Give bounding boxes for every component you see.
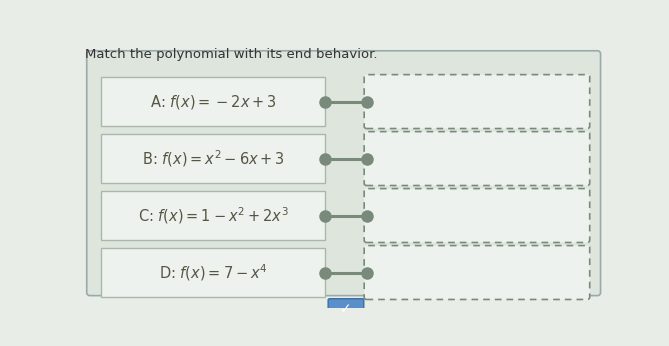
FancyBboxPatch shape bbox=[100, 77, 325, 126]
Text: ✓: ✓ bbox=[340, 302, 352, 316]
Text: Match the polynomial with its end behavior.: Match the polynomial with its end behavi… bbox=[85, 48, 378, 61]
FancyBboxPatch shape bbox=[100, 134, 325, 183]
Text: D: $f(x) = 7 - x^4$: D: $f(x) = 7 - x^4$ bbox=[159, 262, 268, 283]
Text: C: $f(x) = 1 - x^2 + 2x^3$: C: $f(x) = 1 - x^2 + 2x^3$ bbox=[138, 205, 288, 226]
FancyBboxPatch shape bbox=[87, 51, 601, 295]
FancyBboxPatch shape bbox=[100, 191, 325, 240]
FancyBboxPatch shape bbox=[328, 299, 364, 319]
FancyBboxPatch shape bbox=[100, 248, 325, 297]
FancyBboxPatch shape bbox=[364, 246, 589, 300]
FancyBboxPatch shape bbox=[364, 75, 589, 128]
FancyBboxPatch shape bbox=[364, 189, 589, 243]
Text: A: $f(x) = -2x + 3$: A: $f(x) = -2x + 3$ bbox=[150, 93, 276, 111]
FancyBboxPatch shape bbox=[364, 131, 589, 185]
Text: B: $f(x) = x^2 - 6x + 3$: B: $f(x) = x^2 - 6x + 3$ bbox=[142, 148, 284, 169]
